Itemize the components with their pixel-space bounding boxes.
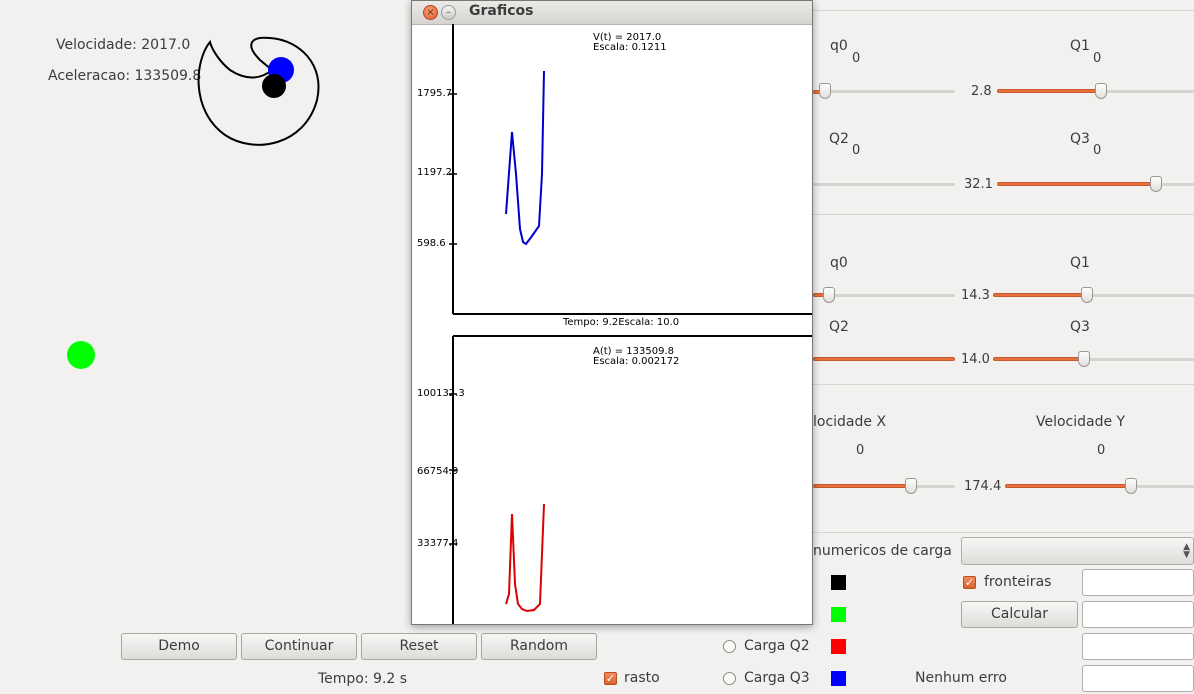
g1-Q3-label: Q3: [1070, 131, 1090, 147]
random-button[interactable]: Random: [481, 633, 597, 660]
rasto-label: rasto: [624, 670, 660, 686]
g1-q0-slider-track[interactable]: [813, 90, 955, 93]
g2-Q1-value-left: 14.3: [961, 288, 990, 303]
time-readout: Tempo: 9.2 s: [318, 671, 408, 687]
g1-Q3-slider-fill: [997, 182, 1157, 186]
g1-Q1-value: 0: [1093, 51, 1102, 66]
separator: [813, 384, 1194, 385]
q2-color-swatch: [831, 639, 846, 654]
velocity-x-value: 0: [856, 443, 865, 458]
velocity-tick-label: 1795.7: [417, 88, 452, 99]
velocity-readout: Velocidade: 2017.0: [56, 37, 191, 53]
time-scale-footer: Tempo: 9.2Escala: 10.0: [562, 317, 679, 328]
g1-q0-value: 0: [852, 51, 861, 66]
g1-Q1-slider-thumb[interactable]: [1095, 83, 1107, 99]
graphs-window[interactable]: × – Graficos V(t) = 2017.0 Escala: 0.121…: [411, 0, 813, 625]
velocity-y-slider-fill: [1005, 484, 1131, 488]
g2-q0-label: q0: [830, 255, 848, 271]
acceleration-curve: [505, 503, 545, 613]
acceleration-tick-label: 100132.3: [417, 388, 465, 399]
charge-dropdown[interactable]: ▲ ▼: [961, 537, 1194, 565]
velocity-y-label: Velocidade Y: [1036, 414, 1126, 430]
g2-Q3-slider-fill: [993, 357, 1085, 361]
trajectory-canvas: [197, 36, 320, 146]
g1-Q3-value-left: 32.1: [964, 177, 993, 192]
numeric-charges-label: numericos de carga: [813, 543, 952, 559]
q1-color-swatch: [831, 607, 846, 622]
velocity-tick-label: 598.6: [417, 238, 446, 249]
velocity-y-value-left: 174.4: [964, 479, 1002, 494]
g1-Q3-slider-thumb[interactable]: [1150, 176, 1162, 192]
acceleration-tick-label: 33377.4: [417, 538, 458, 549]
graphs-canvas: V(t) = 2017.0 Escala: 0.1211 1795.7 1197…: [417, 24, 812, 624]
acceleration-tick-label: 66754.9: [417, 466, 458, 477]
separator: [813, 10, 1194, 11]
acceleration-readout: Aceleracao: 133509.8: [48, 68, 202, 84]
velocity-x-slider-thumb[interactable]: [905, 478, 917, 494]
graphs-window-title: Graficos: [469, 3, 534, 19]
g1-Q2-label: Q2: [829, 131, 849, 147]
fronteiras-label: fronteiras: [984, 574, 1052, 590]
g2-q0-slider-track[interactable]: [813, 294, 955, 297]
carga-q2-radio[interactable]: [723, 640, 736, 653]
separator: [813, 214, 1194, 215]
g1-Q3-value: 0: [1093, 143, 1102, 158]
separator: [813, 532, 1194, 533]
close-icon[interactable]: ×: [423, 5, 438, 20]
particle-trail: [197, 36, 320, 146]
fronteiras-checkbox[interactable]: ✓: [963, 576, 976, 589]
q1-input[interactable]: [1082, 601, 1194, 628]
g1-Q1-label: Q1: [1070, 38, 1090, 54]
g2-Q3-slider-thumb[interactable]: [1078, 351, 1090, 367]
g1-q0-label: q0: [830, 38, 848, 54]
g2-Q3-label: Q3: [1070, 319, 1090, 335]
g1-Q2-slider-track[interactable]: [813, 183, 955, 186]
minimize-icon[interactable]: –: [441, 5, 456, 20]
g2-Q2-label: Q2: [829, 319, 849, 335]
acceleration-plot-scale: Escala: 0.002172: [593, 356, 679, 367]
carga-q3-radio[interactable]: [723, 672, 736, 685]
velocity-x-slider-fill: [813, 484, 911, 488]
velocity-y-slider-thumb[interactable]: [1125, 478, 1137, 494]
q3-color-swatch: [831, 671, 846, 686]
q0-color-swatch: [831, 575, 846, 590]
g1-q0-slider-thumb[interactable]: [819, 83, 831, 99]
reset-button[interactable]: Reset: [361, 633, 477, 660]
g1-Q1-value-left: 2.8: [971, 84, 992, 99]
chevron-updown-icon: ▲ ▼: [1183, 542, 1190, 560]
g2-Q3-slider-track[interactable]: [993, 358, 1194, 361]
g1-Q1-slider-fill: [997, 89, 1102, 93]
g2-Q2-slider-fill: [813, 357, 955, 361]
carga-q2-label: Carga Q2: [744, 638, 810, 654]
velocity-plot-header: V(t) = 2017.0: [593, 32, 661, 43]
q3-input[interactable]: [1082, 665, 1194, 692]
q2-input[interactable]: [1082, 633, 1194, 660]
graphs-window-titlebar[interactable]: × – Graficos: [412, 1, 812, 25]
q0-input[interactable]: [1082, 569, 1194, 596]
carga-q3-label: Carga Q3: [744, 670, 810, 686]
velocity-y-value: 0: [1097, 443, 1106, 458]
acceleration-plot-header: A(t) = 133509.8: [593, 346, 674, 357]
g2-Q1-slider-fill: [993, 293, 1087, 297]
velocity-tick-label: 1197.2: [417, 167, 452, 178]
continuar-button[interactable]: Continuar: [241, 633, 357, 660]
velocity-curve: [505, 70, 545, 246]
velocity-x-label: locidade X: [813, 414, 887, 430]
rasto-checkbox[interactable]: ✓: [604, 672, 617, 685]
g2-Q1-slider-track[interactable]: [993, 294, 1194, 297]
g2-q0-slider-thumb[interactable]: [823, 287, 835, 303]
status-text: Nenhum erro: [915, 670, 1007, 686]
g2-Q3-value-left: 14.0: [961, 352, 990, 367]
g2-Q1-label: Q1: [1070, 255, 1090, 271]
g1-Q2-value: 0: [852, 143, 861, 158]
charge-q1-dot: [67, 341, 95, 369]
demo-button[interactable]: Demo: [121, 633, 237, 660]
charge-q0-dot: [262, 74, 286, 98]
calcular-button[interactable]: Calcular: [961, 601, 1078, 628]
velocity-plot-scale: Escala: 0.1211: [593, 42, 667, 53]
g2-Q1-slider-thumb[interactable]: [1081, 287, 1093, 303]
